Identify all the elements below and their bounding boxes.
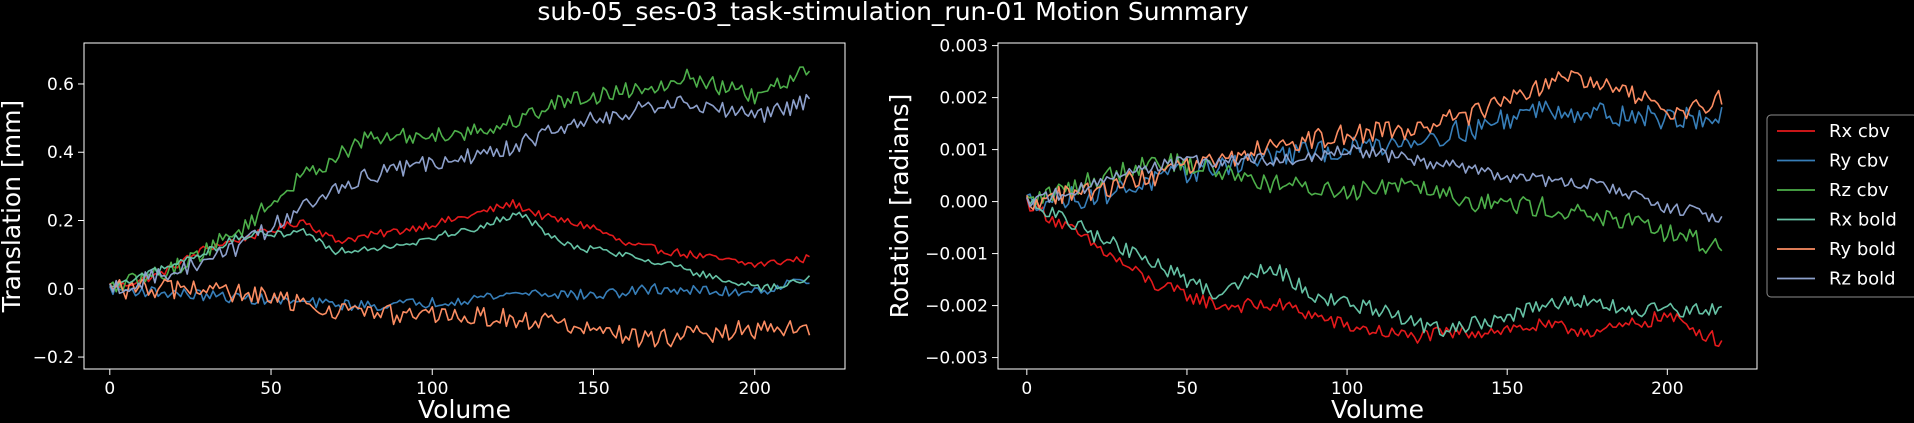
legend-label-rx-bold: Rx bold [1829,210,1897,231]
y-axis-label: Rotation [radians] [885,94,914,319]
y-tick-label: 0.003 [939,37,988,57]
translation-plot: 0 50 100 150 200 −0.2 0.0 0.2 0.4 0.6 Volume Transl… [0,42,846,423]
y-tick-label: 0.6 [47,75,74,95]
x-tick-label: 0 [1021,379,1032,399]
series-line-rx-bold [109,211,811,292]
legend-label-rx-cbv: Rx cbv [1829,121,1890,142]
legend-label-ry-cbv: Ry cbv [1829,151,1889,172]
figure-title: sub-05_ses-03_task-stimulation_run-01 Mo… [537,0,1249,26]
y-tick-label: −0.001 [925,245,988,265]
legend-label-ry-bold: Ry bold [1829,239,1896,260]
series-group [1026,70,1723,348]
x-tick-label: 200 [738,379,770,399]
legend: Rx cbv Ry cbv Rz cbv Rx bold Ry bold Rz bold [1766,114,1914,298]
y-tick-label: 0.002 [939,89,988,109]
y-tick-label: −0.2 [33,348,74,368]
x-tick-label: 150 [1491,379,1523,399]
series-line-rz-bold [109,93,811,295]
y-tick-label: 0.001 [939,141,988,161]
series-line-rx-cbv [109,199,810,292]
series-line-ry-bold [1026,70,1723,211]
series-line-ry-cbv [109,278,810,312]
x-axis-label: Volume [418,395,511,423]
rotation-plot: 0 50 100 150 200 −0.003 −0.002 −0.001 0.000 0.001… [885,37,1758,423]
legend-label-rz-bold: Rz bold [1829,269,1896,290]
legend-label-rz-cbv: Rz cbv [1829,180,1889,201]
series-line-rz-bold [1026,144,1723,223]
x-tick-label: 50 [1176,379,1198,399]
x-tick-label: 100 [1331,379,1363,399]
x-axis-label: Volume [1331,395,1424,423]
axes-frame [997,42,1758,370]
y-tick-label: −0.003 [925,349,988,369]
x-tick-label: 150 [577,379,609,399]
x-tick-label: 50 [260,379,282,399]
series-line-rx-cbv [1026,197,1723,348]
x-tick-label: 100 [416,379,448,399]
y-tick-label: −0.002 [925,297,988,317]
axes-frame [83,42,846,370]
series-line-ry-bold [109,278,811,348]
y-tick-label: 0.4 [47,143,74,163]
x-tick-label: 200 [1651,379,1683,399]
series-group [109,66,811,348]
x-tick-label: 0 [104,379,115,399]
series-line-rz-cbv [1026,153,1723,254]
series-line-rx-bold [1026,196,1723,338]
y-tick-label: 0.000 [939,193,988,213]
y-axis-label: Translation [mm] [0,100,26,313]
y-tick-label: 0.0 [47,280,74,300]
series-line-rz-cbv [109,66,811,293]
series-line-ry-cbv [1026,100,1723,213]
y-tick-label: 0.2 [47,212,74,232]
